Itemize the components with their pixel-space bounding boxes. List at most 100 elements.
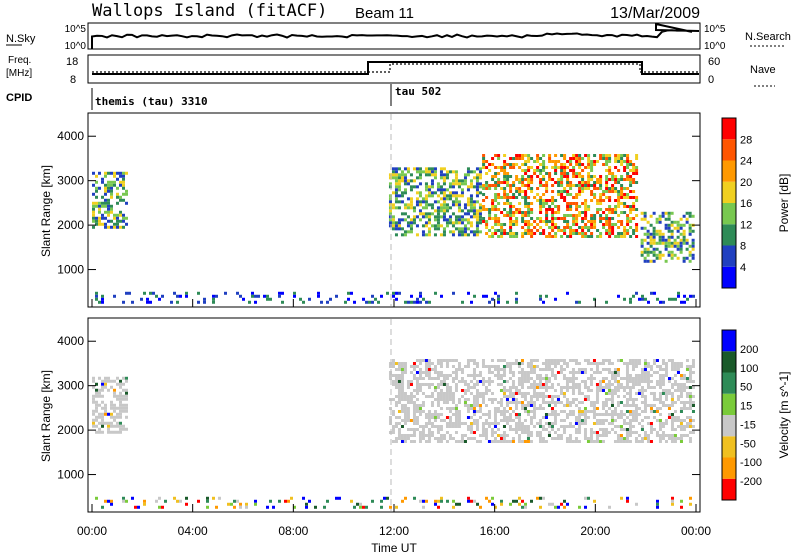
- heatmap-cell: [484, 404, 488, 407]
- heatmap-cell: [125, 394, 128, 398]
- heatmap-cell: [488, 214, 492, 217]
- heatmap-cell: [394, 374, 398, 377]
- heatmap-cell: [469, 437, 473, 440]
- heatmap-cell: [520, 422, 524, 425]
- heatmap-cell: [475, 188, 479, 192]
- heatmap-cell: [412, 413, 416, 416]
- heatmap-cell: [424, 221, 428, 225]
- heatmap-cell: [131, 300, 134, 304]
- heatmap-cell: [122, 171, 125, 175]
- heatmap-cell: [475, 176, 479, 180]
- heatmap-cell: [554, 217, 558, 220]
- heatmap-cell: [559, 386, 563, 389]
- heatmap-cell: [397, 431, 401, 434]
- heatmap-cell: [589, 362, 593, 365]
- heatmap-cell: [406, 230, 410, 234]
- heatmap-cell: [548, 160, 552, 163]
- heatmap-cell: [439, 371, 443, 374]
- heatmap-cell: [634, 431, 638, 434]
- heatmap-cell: [512, 223, 516, 226]
- heatmap-cell: [539, 196, 543, 199]
- heatmap-cell: [388, 416, 392, 419]
- heatmap-cell: [469, 206, 473, 210]
- heatmap-cell: [688, 404, 692, 407]
- heatmap-cell: [547, 413, 551, 416]
- heatmap-cell: [424, 371, 428, 374]
- heatmap-cell: [541, 362, 545, 365]
- heatmap-cell: [457, 362, 461, 365]
- heatmap-cell: [689, 496, 692, 500]
- heatmap-cell: [559, 401, 563, 404]
- heatmap-cell: [418, 425, 422, 428]
- heatmap-cell: [626, 214, 630, 217]
- heatmap-cell: [406, 398, 410, 401]
- heatmap-cell: [113, 415, 116, 419]
- heatmap-cell: [538, 392, 542, 395]
- heatmap-cell: [517, 428, 521, 431]
- heatmap-cell: [520, 395, 524, 398]
- heatmap-cell: [116, 195, 119, 199]
- heatmap-cell: [583, 371, 587, 374]
- heatmap-cell: [508, 425, 512, 428]
- heatmap-cell: [593, 184, 597, 187]
- heatmap-cell: [412, 419, 416, 422]
- heatmap-cell: [526, 380, 530, 383]
- heatmap-cell: [611, 211, 615, 214]
- heatmap-cell: [608, 196, 612, 199]
- heatmap-cell: [625, 380, 629, 383]
- heatmap-cell: [649, 386, 653, 389]
- heatmap-cell: [535, 359, 539, 362]
- heatmap-cell: [574, 440, 578, 443]
- heatmap-cell: [631, 404, 635, 407]
- heatmap-cell: [635, 172, 639, 175]
- heatmap-cell: [493, 416, 497, 419]
- heatmap-cell: [206, 499, 209, 503]
- heatmap-cell: [661, 389, 665, 392]
- heatmap-cell: [613, 407, 617, 410]
- heatmap-cell: [484, 386, 488, 389]
- heatmap-cell: [445, 224, 449, 228]
- heatmap-cell: [539, 169, 543, 172]
- heatmap-cell: [526, 401, 530, 404]
- heatmap-cell: [491, 175, 495, 178]
- heatmap-cell: [608, 226, 612, 229]
- heatmap-cell: [553, 389, 557, 392]
- heatmap-cell: [278, 291, 281, 295]
- heatmap-cell: [655, 217, 659, 221]
- heatmap-cell: [406, 170, 410, 174]
- heatmap-cell: [640, 389, 644, 392]
- heatmap-cell: [409, 380, 413, 383]
- heatmap-cell: [391, 374, 395, 377]
- heatmap-cell: [670, 404, 674, 407]
- heatmap-cell: [424, 440, 428, 443]
- heatmap-cell: [116, 192, 119, 196]
- heatmap-cell: [517, 389, 521, 392]
- heatmap-cell: [664, 395, 668, 398]
- heatmap-cell: [502, 416, 506, 419]
- heatmap-cell: [119, 415, 122, 419]
- heatmap-cell: [448, 197, 452, 201]
- heatmap-cell: [679, 410, 683, 413]
- heatmap-cell: [566, 166, 570, 169]
- heatmap-cell: [616, 389, 620, 392]
- heatmap-cell: [442, 176, 446, 180]
- heatmap-cell: [562, 368, 566, 371]
- heatmap-cell: [400, 377, 404, 380]
- heatmap-cell: [92, 216, 95, 220]
- heatmap-cell: [515, 499, 518, 503]
- heatmap-cell: [655, 359, 659, 362]
- heatmap-cell: [466, 437, 470, 440]
- heatmap-cell: [439, 425, 443, 428]
- heatmap-cell: [611, 226, 615, 229]
- heatmap-cell: [613, 371, 617, 374]
- heatmap-cell: [688, 431, 692, 434]
- heatmap-cell: [125, 388, 128, 392]
- heatmap-cell: [421, 215, 425, 219]
- heatmap-cell: [589, 383, 593, 386]
- heatmap-cell: [416, 300, 419, 304]
- heatmap-cell: [670, 437, 674, 440]
- heatmap-cell: [98, 415, 101, 419]
- heatmap-cell: [542, 154, 546, 157]
- heatmap-cell: [527, 229, 531, 232]
- heatmap-cell: [608, 187, 612, 190]
